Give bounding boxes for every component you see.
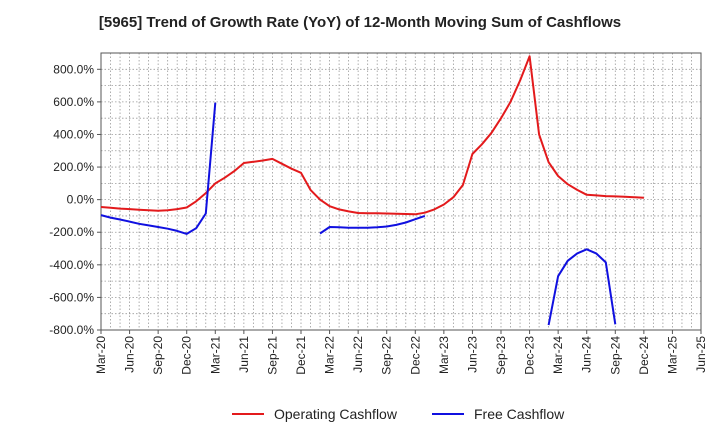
y-tick-label: 600.0% <box>53 95 94 109</box>
series-line-free-cashflow <box>547 248 617 326</box>
y-tick-label: -200.0% <box>49 225 94 239</box>
x-tick-label: Mar-20 <box>94 336 108 374</box>
series-line-free-cashflow <box>100 102 217 235</box>
x-tick-label: Dec-21 <box>294 336 308 375</box>
plot-frame <box>100 52 702 331</box>
y-tick-label: -600.0% <box>49 290 94 304</box>
plot-area <box>101 53 701 330</box>
x-tick-label: Mar-24 <box>551 336 565 374</box>
x-tick-label: Mar-23 <box>437 336 451 374</box>
x-tick-label: Jun-20 <box>123 336 137 373</box>
y-tick-label: 800.0% <box>53 62 94 76</box>
x-tick-label: Jun-24 <box>580 336 594 373</box>
y-tick-label: -800.0% <box>49 323 94 337</box>
x-tick-label: Jun-23 <box>465 336 479 373</box>
y-tick-label: 200.0% <box>53 160 94 174</box>
y-tick-label: 0.0% <box>67 193 95 207</box>
x-tick-label: Dec-23 <box>523 336 537 375</box>
x-tick-label: Sep-23 <box>494 336 508 375</box>
x-tick-label: Dec-22 <box>408 336 422 375</box>
x-tick-label: Dec-20 <box>180 336 194 375</box>
x-tick-label: Jun-21 <box>237 336 251 373</box>
x-tick-label: Jun-25 <box>694 336 708 373</box>
x-tick-label: Mar-21 <box>208 336 222 374</box>
x-tick-label: Sep-22 <box>380 336 394 375</box>
x-tick-label: Dec-24 <box>637 336 651 375</box>
x-tick-label: Sep-20 <box>151 336 165 375</box>
chart-title: [5965] Trend of Growth Rate (YoY) of 12-… <box>98 14 622 31</box>
x-tick-label: Sep-24 <box>608 336 622 375</box>
y-tick-label: 400.0% <box>53 127 94 141</box>
x-tick-label: Mar-25 <box>665 336 679 374</box>
series-line-operating-cashflow <box>100 55 644 216</box>
legend-label: Free Cashflow <box>474 406 565 422</box>
y-tick-label: -400.0% <box>49 258 94 272</box>
x-tick-label: Jun-22 <box>351 336 365 373</box>
series-line-free-cashflow <box>319 214 426 235</box>
legend-label: Operating Cashflow <box>274 406 398 422</box>
x-tick-label: Sep-21 <box>265 336 279 375</box>
x-tick-label: Mar-22 <box>323 336 337 374</box>
